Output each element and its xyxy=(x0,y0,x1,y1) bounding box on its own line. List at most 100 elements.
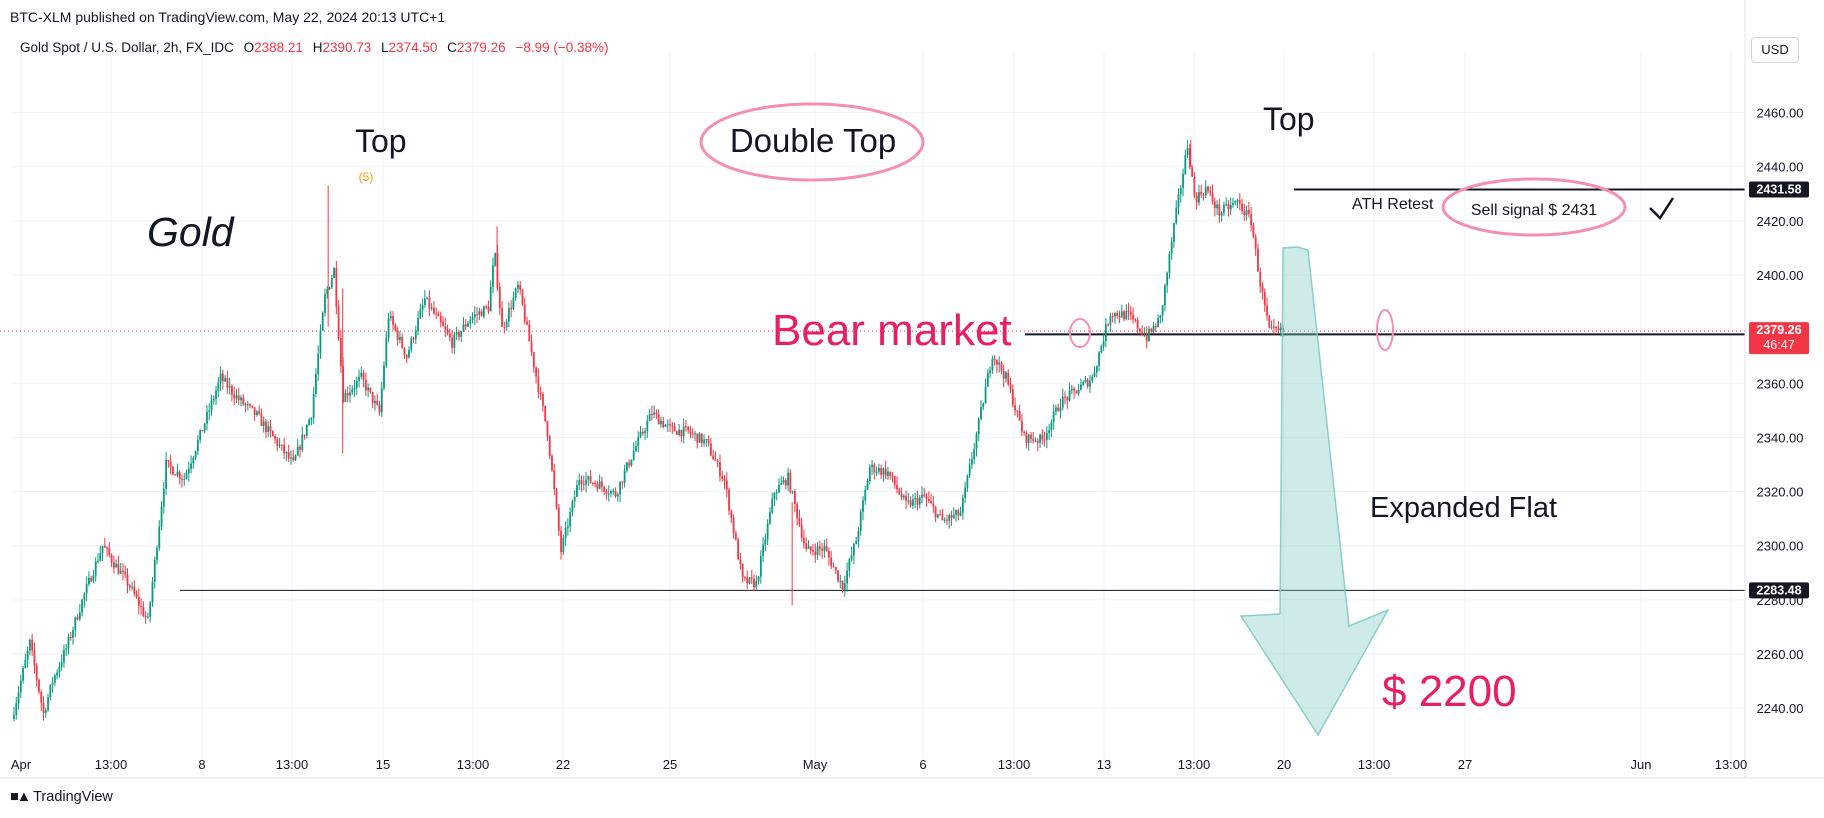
candle-up xyxy=(83,592,86,608)
candle-down xyxy=(446,324,449,336)
candle-up xyxy=(653,405,656,419)
candle-body xyxy=(285,452,288,454)
candle-body xyxy=(964,487,967,498)
candle-down xyxy=(433,301,435,316)
candle-up xyxy=(1152,321,1155,334)
candle-body xyxy=(151,582,154,603)
candle-down xyxy=(38,678,40,695)
candle-down xyxy=(339,330,342,373)
candle-down xyxy=(544,405,547,423)
candle-body xyxy=(112,562,115,568)
candle-up xyxy=(664,424,667,428)
candle-body xyxy=(101,545,104,554)
candle-up xyxy=(646,415,649,439)
candle-body xyxy=(56,672,59,676)
currency-selector[interactable]: USD xyxy=(1751,37,1799,63)
candle-down xyxy=(521,288,524,307)
annotation-bear-market: Bear market xyxy=(772,306,1012,355)
candle-up xyxy=(183,473,186,486)
tradingview-logo[interactable]: ■▲ TradingView xyxy=(10,789,113,805)
candle-up xyxy=(469,315,472,329)
candle-down xyxy=(739,553,742,570)
candle-up xyxy=(419,303,422,319)
candle-body xyxy=(269,426,272,432)
high-value: 2390.73 xyxy=(322,40,372,55)
y-tick-label: 2440.00 xyxy=(1757,160,1804,175)
candle-down xyxy=(889,471,892,480)
candle-body xyxy=(1084,379,1087,383)
candle-body xyxy=(135,593,138,598)
candle-up xyxy=(353,380,356,397)
candle-body xyxy=(1211,192,1214,202)
candle-down xyxy=(1213,197,1216,217)
candle-body xyxy=(208,410,211,412)
candle-down xyxy=(1127,302,1130,320)
candle-up xyxy=(757,575,760,585)
candle-down xyxy=(1227,200,1230,217)
candle-body xyxy=(1157,318,1159,328)
candle-up xyxy=(630,459,633,467)
candle-body xyxy=(853,544,855,556)
candle-body xyxy=(982,403,985,408)
candle-body xyxy=(299,446,301,450)
candle-body xyxy=(1254,237,1257,249)
candle-body xyxy=(40,691,43,703)
candle-body xyxy=(83,593,86,600)
candle-down xyxy=(242,394,245,406)
candle-body xyxy=(875,471,878,473)
candle-body xyxy=(235,395,238,399)
candle-down xyxy=(435,307,438,320)
candle-body xyxy=(301,434,304,450)
candle-body xyxy=(19,680,22,693)
candle-body xyxy=(1270,326,1273,328)
candle-body xyxy=(660,421,662,425)
candle-body xyxy=(1077,389,1080,394)
candle-body xyxy=(330,277,333,288)
candle-body xyxy=(1080,384,1082,390)
candle-body xyxy=(473,314,476,317)
candle-down xyxy=(818,540,821,556)
candle-up xyxy=(948,513,951,529)
candle-body xyxy=(1202,194,1205,196)
candle-down xyxy=(993,355,996,366)
candle-up xyxy=(210,394,213,416)
candle-down xyxy=(746,570,749,590)
candle-up xyxy=(507,302,510,328)
candle-up xyxy=(1098,350,1100,372)
candle-up xyxy=(158,520,161,551)
candle-down xyxy=(589,470,592,484)
candle-down xyxy=(201,430,204,432)
candle-body xyxy=(67,637,70,649)
candle-down xyxy=(303,434,306,440)
candle-up xyxy=(639,426,642,439)
candle-up xyxy=(616,492,619,502)
candle-body xyxy=(310,417,313,420)
candle-body xyxy=(707,439,710,444)
candle-up xyxy=(816,542,819,561)
candle-down xyxy=(814,543,817,563)
candle-body xyxy=(1275,326,1278,329)
candle-body xyxy=(405,354,408,358)
candle-body xyxy=(1068,390,1071,401)
candle-down xyxy=(1025,431,1028,449)
symbol-title[interactable]: Gold Spot / U.S. Dollar, 2h, FX_IDC xyxy=(20,40,234,55)
candle-up xyxy=(421,298,424,318)
candlestick-series xyxy=(13,139,1284,722)
candle-body xyxy=(199,430,202,440)
candle-down xyxy=(1030,432,1032,443)
annotation-gold: Gold xyxy=(147,209,235,255)
candle-body xyxy=(1241,203,1243,212)
candle-up xyxy=(877,463,880,475)
candle-up xyxy=(430,303,433,311)
candle-up xyxy=(1232,197,1234,208)
candle-up xyxy=(975,431,978,457)
candle-body xyxy=(698,433,701,443)
candle-body xyxy=(1277,328,1280,331)
candle-up xyxy=(326,286,329,299)
candle-down xyxy=(335,260,338,315)
candle-down xyxy=(1218,199,1221,223)
candle-body xyxy=(673,426,676,432)
candle-up xyxy=(301,426,304,453)
candle-body xyxy=(1207,187,1209,192)
